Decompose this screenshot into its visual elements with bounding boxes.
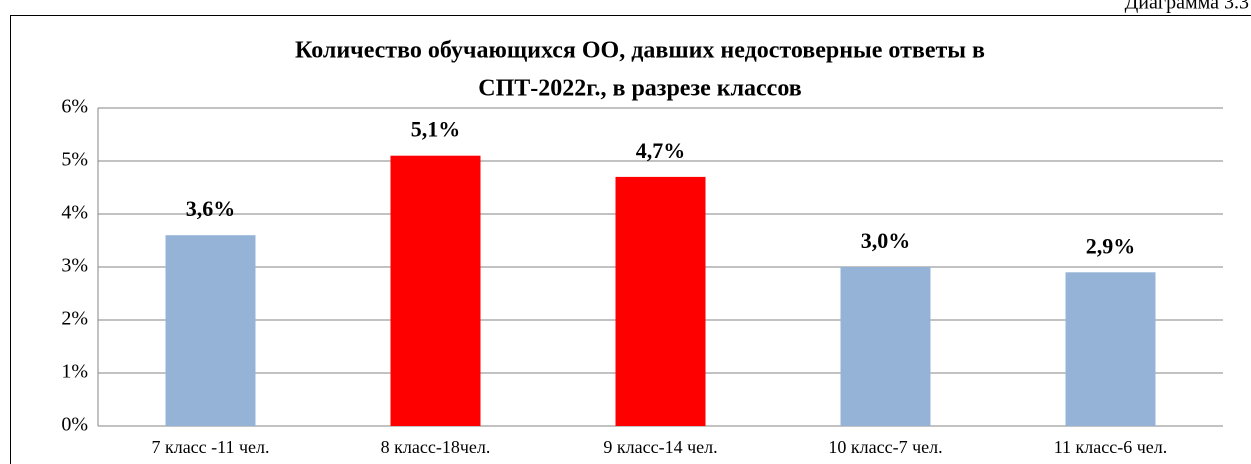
y-tick-label: 3% bbox=[61, 255, 88, 277]
x-tick-label: 9 класс-14 чел. bbox=[603, 437, 717, 457]
annotation: Диаграмма 3.3 bbox=[1125, 0, 1249, 14]
value-label: 4,7% bbox=[636, 138, 686, 163]
value-label: 3,6% bbox=[186, 196, 236, 221]
x-tick-label: 7 класс -11 чел. bbox=[151, 437, 269, 457]
chart-border bbox=[10, 15, 1251, 464]
bar bbox=[1065, 272, 1156, 426]
y-tick-label: 1% bbox=[61, 361, 88, 383]
value-label: 5,1% bbox=[411, 117, 461, 142]
x-tick-label: 10 класс-7 чел. bbox=[828, 437, 942, 457]
bar bbox=[165, 235, 256, 426]
value-label: 2,9% bbox=[1086, 233, 1136, 258]
y-tick-label: 4% bbox=[61, 202, 88, 224]
x-tick-label: 11 класс-6 чел. bbox=[1054, 437, 1168, 457]
bar bbox=[840, 267, 931, 426]
x-tick-label: 8 класс-18чел. bbox=[381, 437, 491, 457]
y-tick-label: 5% bbox=[61, 149, 88, 171]
y-tick-label: 6% bbox=[61, 96, 88, 118]
bar bbox=[390, 155, 481, 426]
y-tick-label: 2% bbox=[61, 308, 88, 330]
value-label: 3,0% bbox=[861, 228, 911, 253]
chart-title: Количество обучающихся ОО, давших недост… bbox=[295, 38, 985, 64]
y-tick-label: 0% bbox=[61, 414, 88, 436]
bar bbox=[615, 176, 706, 426]
chart-title: СПТ-2022г., в разрезе классов bbox=[478, 76, 801, 102]
